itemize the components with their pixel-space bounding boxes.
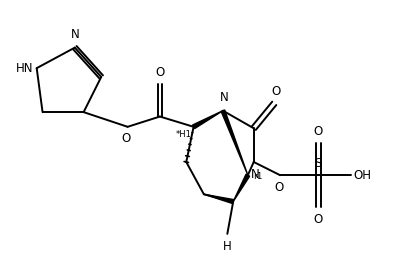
Text: O: O (314, 125, 323, 138)
Polygon shape (192, 111, 223, 129)
Text: O: O (314, 213, 323, 226)
Text: N: N (70, 28, 79, 41)
Text: S: S (314, 157, 322, 170)
Text: H: H (223, 240, 232, 253)
Text: O: O (122, 132, 131, 145)
Text: *H1: *H1 (175, 130, 191, 139)
Text: O: O (155, 66, 164, 79)
Polygon shape (221, 110, 248, 175)
Text: O: O (274, 181, 283, 194)
Text: N: N (251, 169, 259, 181)
Text: OH: OH (354, 169, 371, 182)
Text: N: N (220, 91, 229, 104)
Polygon shape (233, 174, 249, 202)
Text: O: O (271, 85, 280, 98)
Text: HN: HN (16, 62, 34, 75)
Text: r1: r1 (253, 172, 263, 181)
Polygon shape (204, 194, 234, 204)
